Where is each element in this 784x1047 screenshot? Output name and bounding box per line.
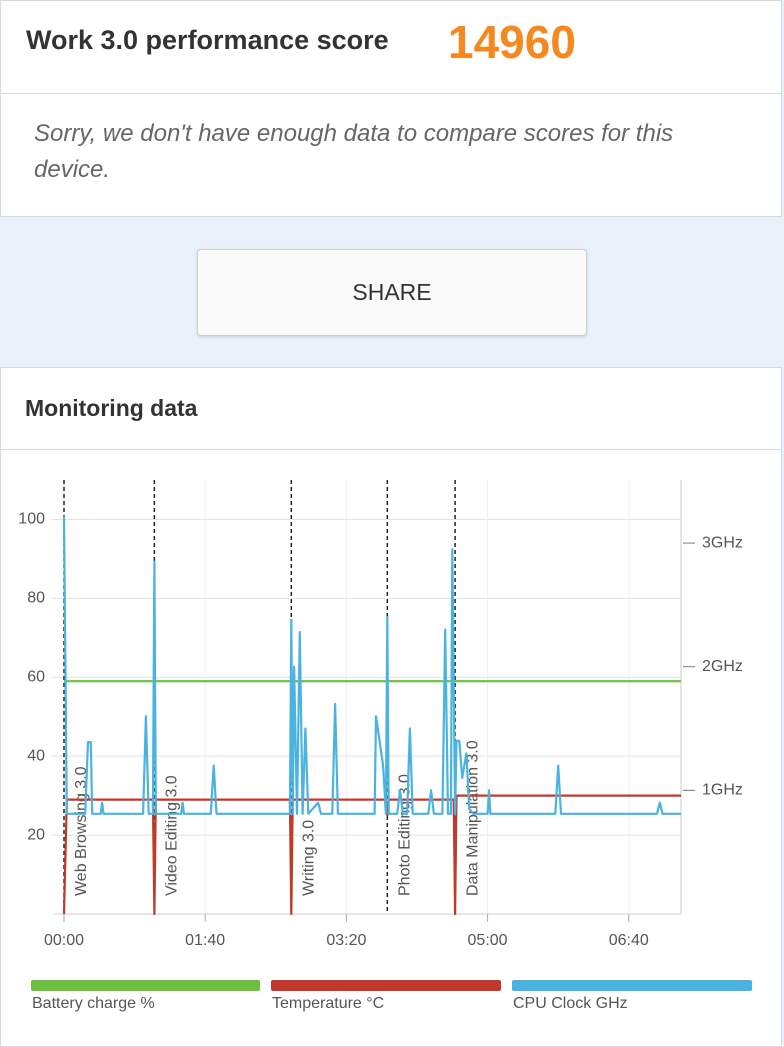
monitoring-header: Monitoring data <box>1 368 781 450</box>
y2-tick-label: 1GHz <box>702 782 743 799</box>
series-line <box>62 515 681 815</box>
x-tick-label: 03:20 <box>326 932 366 949</box>
share-button[interactable]: SHARE <box>197 249 587 336</box>
x-tick-label: 01:40 <box>185 932 225 949</box>
monitoring-card: Monitoring data <box>0 367 782 1047</box>
legend-label: CPU Clock GHz <box>513 995 628 1012</box>
score-header: Work 3.0 performance score 14960 <box>1 1 781 94</box>
y-tick-label: 60 <box>27 668 45 685</box>
score-card: Work 3.0 performance score 14960 Sorry, … <box>0 0 782 217</box>
legend-swatch <box>271 980 501 991</box>
score-value: 14960 <box>448 16 576 68</box>
score-title: Work 3.0 performance score <box>26 25 389 55</box>
chart: 20 40 60 80 100 1GHz 2GHz 3GHz 00:00 01:40 03:20 05… <box>18 480 752 1012</box>
y-tick-label: 40 <box>27 747 45 764</box>
x-tick-label: 05:00 <box>468 932 508 949</box>
y-tick-label: 100 <box>18 511 45 528</box>
legend-swatch <box>31 980 260 991</box>
y-tick-label: 80 <box>27 590 45 607</box>
y2-tick-label: 3GHz <box>702 534 743 551</box>
notice-text: Sorry, we don't have enough data to comp… <box>34 120 674 183</box>
legend-label: Battery charge % <box>32 995 155 1012</box>
test-marker-label: Writing 3.0 <box>301 820 318 896</box>
monitoring-title: Monitoring data <box>25 395 198 421</box>
legend-swatch <box>512 980 752 991</box>
y-tick-label: 20 <box>27 826 45 843</box>
x-tick-label: 00:00 <box>44 932 84 949</box>
test-marker-label: Video Editing 3.0 <box>164 775 181 896</box>
test-marker-label: Web Browsing 3.0 <box>73 766 90 896</box>
legend-label: Temperature °C <box>272 995 384 1012</box>
y2-tick-label: 2GHz <box>702 658 743 675</box>
x-tick-label: 06:40 <box>609 932 649 949</box>
